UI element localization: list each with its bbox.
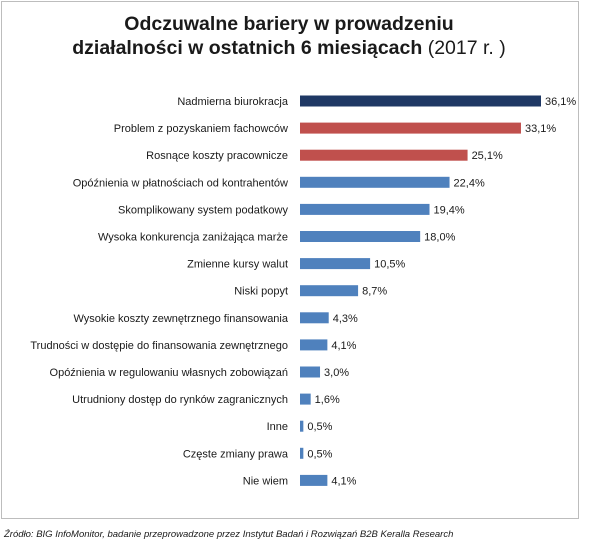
chart-title-line-2-text: działalności w ostatnich 6 miesiącach — [72, 37, 423, 59]
chart-frame — [1, 1, 579, 519]
category-label: Rosnące koszty pracownicze — [146, 150, 288, 162]
category-label: Nadmierna biurokracja — [177, 96, 289, 108]
source-note: Źródło: BIG InfoMonitor, badanie przepro… — [4, 529, 454, 540]
value-label: 10,5% — [374, 259, 405, 271]
value-label: 0,5% — [307, 421, 332, 433]
category-label: Opóźnienia w płatnościach od kontrahentó… — [73, 177, 288, 189]
value-label: 0,5% — [307, 448, 332, 460]
value-label: 4,1% — [331, 475, 356, 487]
value-label: 8,7% — [362, 286, 387, 298]
bar — [300, 203, 430, 215]
bar — [300, 149, 468, 161]
bar — [300, 258, 371, 270]
category-label: Utrudniony dostęp do rynków zagranicznyc… — [72, 394, 288, 406]
bar — [300, 339, 328, 351]
value-label: 22,4% — [454, 177, 485, 189]
value-label: 33,1% — [525, 123, 556, 135]
bar — [300, 474, 328, 486]
category-label: Trudności w dostępie do finansowania zew… — [30, 340, 288, 352]
value-label: 19,4% — [434, 204, 465, 216]
bar — [300, 420, 304, 432]
category-label: Inne — [267, 421, 288, 433]
value-label: 36,1% — [545, 96, 576, 108]
chart-title: Odczuwalne bariery w prowadzeniu działal… — [0, 12, 578, 60]
bar — [300, 312, 329, 324]
category-label: Wysoka konkurencja zaniżająca marże — [98, 232, 288, 244]
category-label: Nie wiem — [243, 475, 288, 487]
bar — [300, 393, 311, 405]
category-label: Wysokie koszty zewnętrznego finansowania — [73, 313, 288, 325]
category-label: Zmienne kursy walut — [187, 259, 288, 271]
bar — [300, 95, 541, 107]
bar — [300, 122, 521, 134]
chart-title-year: (2017 r. ) — [427, 37, 506, 59]
value-label: 18,0% — [424, 232, 455, 244]
category-label: Skomplikowany system podatkowy — [118, 204, 288, 216]
category-label: Problem z pozyskaniem fachowców — [114, 123, 288, 135]
chart-title-line-1: Odczuwalne bariery w prowadzeniu — [124, 13, 454, 35]
value-label: 4,3% — [333, 313, 358, 325]
bar — [300, 231, 421, 242]
value-label: 25,1% — [472, 150, 503, 162]
value-label: 3,0% — [324, 367, 349, 379]
value-label: 4,1% — [331, 340, 356, 352]
value-label: 1,6% — [315, 394, 340, 406]
bar — [300, 447, 304, 459]
category-label: Opóźnienia w regulowaniu własnych zobowi… — [50, 367, 288, 379]
bar — [300, 285, 359, 297]
bar — [300, 176, 450, 188]
category-label: Niski popyt — [234, 286, 288, 298]
chart-title-line-2: działalności w ostatnich 6 miesiącach (2… — [0, 36, 578, 60]
category-label: Częste zmiany prawa — [183, 448, 289, 460]
bar — [300, 366, 321, 378]
